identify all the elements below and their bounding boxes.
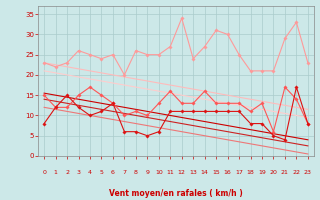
X-axis label: Vent moyen/en rafales ( km/h ): Vent moyen/en rafales ( km/h ) <box>109 189 243 198</box>
